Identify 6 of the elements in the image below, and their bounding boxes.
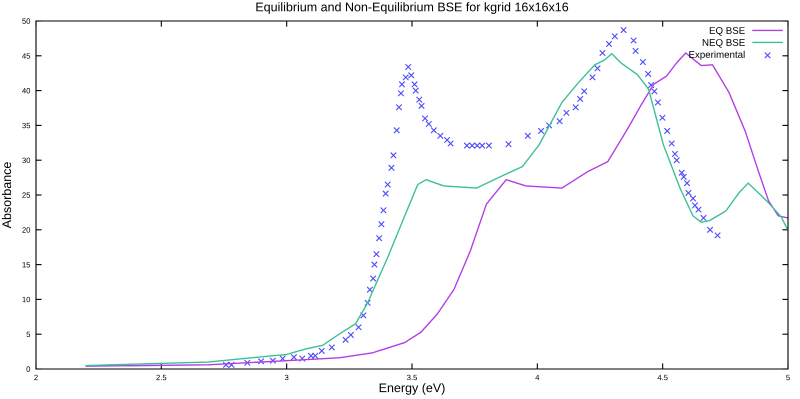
- legend-label: NEQ BSE: [702, 39, 745, 48]
- x-axis-title: Energy (eV): [380, 383, 445, 395]
- y-axis-title: Absorbance: [2, 162, 12, 228]
- chart-title: Equilibrium and Non-Equilibrium BSE for kgrid 16x16x16: [256, 2, 568, 14]
- legend-label: Experimental: [689, 50, 745, 60]
- legend-label: EQ BSE: [710, 27, 745, 36]
